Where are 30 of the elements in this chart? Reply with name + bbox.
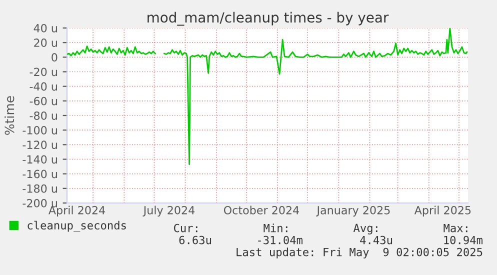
- text: -31.04m: [258, 236, 302, 244]
- y-axis-title: %time: [4, 96, 14, 135]
- x-tick-label: October 2024: [224, 206, 299, 214]
- y-tick-label: 20 u: [34, 38, 57, 47]
- y-tick-label: -20 u: [30, 68, 57, 76]
- text: 4.43u: [360, 236, 392, 244]
- text: Min:: [264, 224, 288, 232]
- text: Last update: Fri May 9 02:00:05 2025: [236, 248, 482, 258]
- text: 10.94m: [444, 236, 482, 244]
- chart-title: mod_mam/cleanup times - by year: [148, 12, 389, 26]
- x-tick-label: April 2025: [414, 206, 471, 217]
- y-tick-label: -100 u: [22, 126, 57, 134]
- y-tick-label: -80 u: [30, 111, 57, 120]
- y-tick-label: -180 u: [22, 184, 57, 193]
- text: 6.63u: [179, 236, 212, 244]
- y-tick-label: -120 u: [22, 140, 57, 150]
- x-tick-label: July 2024: [142, 206, 195, 217]
- y-tick-label: 40 u: [34, 24, 57, 32]
- text: Cur:: [174, 224, 198, 232]
- y-tick-label: -140 u: [22, 155, 57, 164]
- y-tick-label: 0: [52, 53, 58, 62]
- y-tick-label: -160 u: [22, 170, 57, 178]
- x-tick-label: April 2024: [48, 206, 106, 217]
- y-tick-label: -200 u: [22, 198, 57, 208]
- y-tick-label: -60 u: [30, 96, 57, 106]
- legend-label: cleanup_seconds: [28, 220, 126, 232]
- text: Max:: [444, 224, 468, 232]
- y-tick-label: -40 u: [30, 82, 57, 91]
- x-tick-label: January 2025: [316, 206, 390, 217]
- text: Avg:: [353, 224, 378, 234]
